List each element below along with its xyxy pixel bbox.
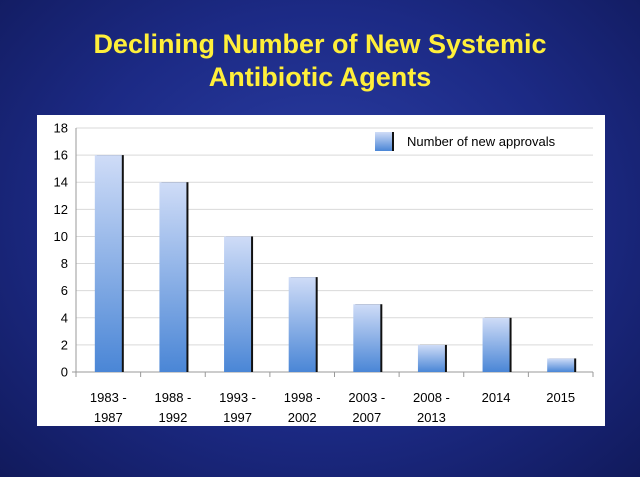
x-tick-label: 2013: [417, 410, 446, 425]
title-line-1: Declining Number of New Systemic: [93, 29, 547, 59]
x-tick-label: 2003 -: [348, 390, 385, 405]
y-tick-label: 12: [54, 202, 68, 217]
legend-label: Number of new approvals: [407, 134, 556, 149]
x-tick-label: 2002: [288, 410, 317, 425]
x-tick-label: 1997: [223, 410, 252, 425]
bar: [353, 304, 381, 372]
x-tick-label: 1998 -: [284, 390, 321, 405]
x-tick-label: 2015: [546, 390, 575, 405]
bar: [417, 344, 445, 372]
x-tick-label: 1988 -: [155, 390, 192, 405]
bar: [159, 182, 187, 372]
bar: [224, 236, 252, 372]
y-tick-label: 4: [61, 310, 68, 325]
y-tick-label: 8: [61, 256, 68, 271]
y-tick-label: 6: [61, 283, 68, 298]
x-tick-label: 1993 -: [219, 390, 256, 405]
x-tick-label: 2008 -: [413, 390, 450, 405]
y-tick-label: 10: [54, 229, 68, 244]
bar: [288, 277, 316, 372]
y-tick-label: 16: [54, 148, 68, 163]
y-tick-label: 18: [54, 121, 68, 136]
x-tick-label: 1992: [158, 410, 187, 425]
legend-swatch: [375, 132, 392, 151]
x-tick-label: 2014: [482, 390, 511, 405]
x-tick-label: 2007: [352, 410, 381, 425]
bar: [482, 317, 510, 372]
x-tick-label: 1983 -: [90, 390, 127, 405]
bar: [94, 155, 122, 372]
bar-chart: 0 2 4 6 8 10 12 14 16 18 1983 - 1987 1988 - 1992 1993 …: [54, 121, 594, 425]
title-line-2: Antibiotic Agents: [208, 62, 432, 92]
slide-title: Declining Number of New Systemic Antibio…: [0, 28, 640, 94]
y-tick-label: 14: [54, 175, 68, 190]
y-tick-label: 0: [61, 365, 68, 380]
bar: [547, 358, 575, 372]
chart-panel: 0 2 4 6 8 10 12 14 16 18 1983 - 1987 1988 - 1992 1993 …: [37, 115, 605, 426]
x-tick-label: 1987: [94, 410, 123, 425]
y-tick-label: 2: [61, 337, 68, 352]
